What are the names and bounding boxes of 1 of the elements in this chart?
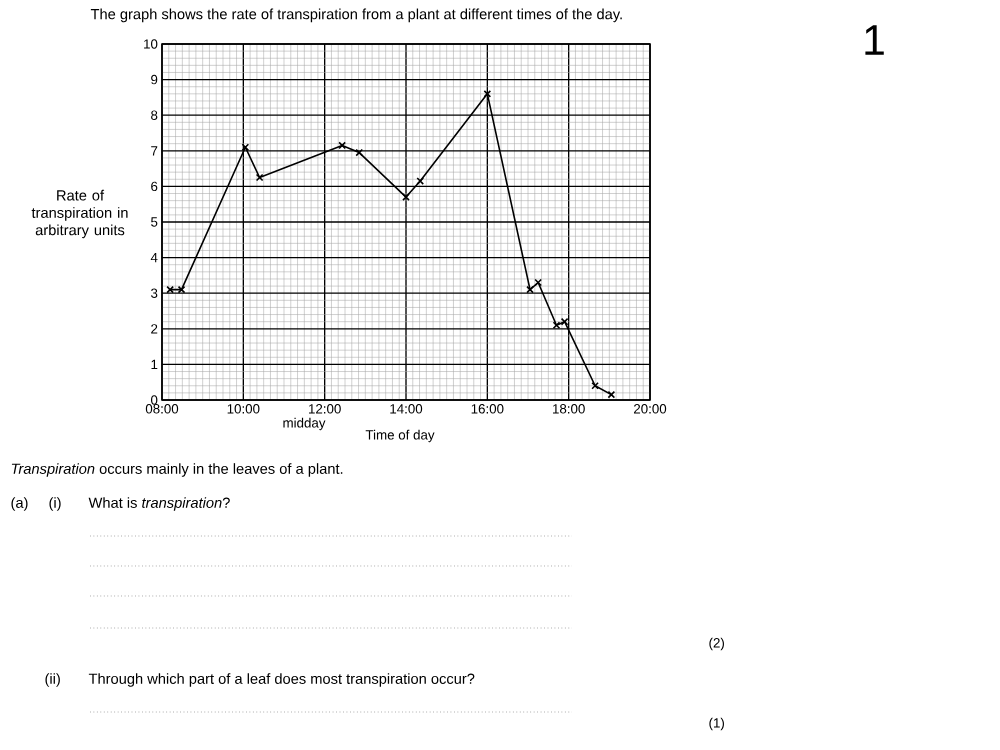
text: 1 [865,25,884,55]
